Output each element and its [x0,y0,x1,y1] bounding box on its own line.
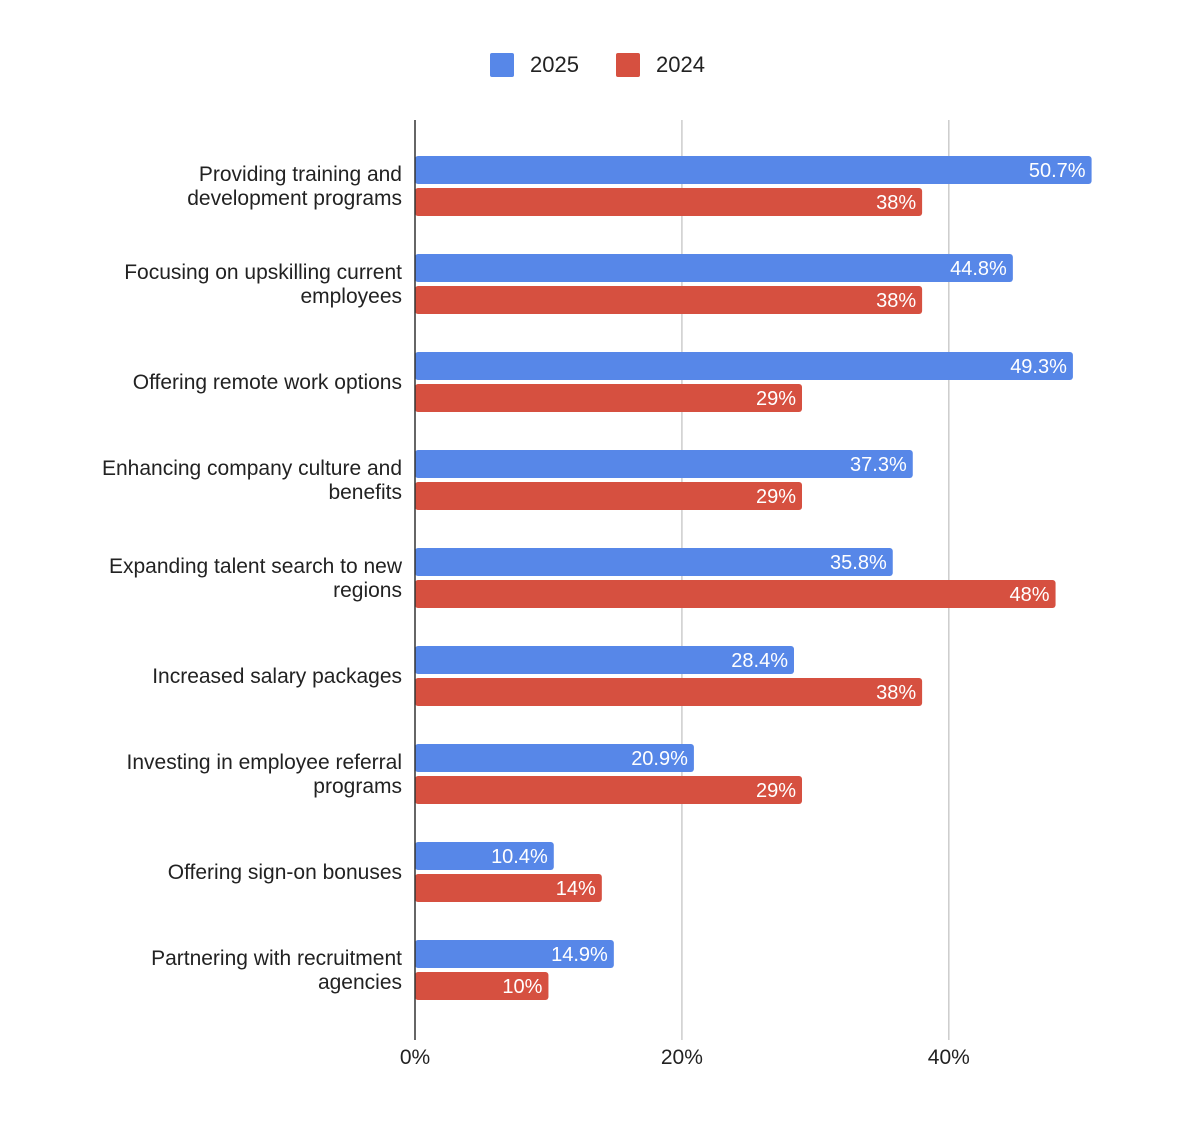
legend-swatch-2025 [490,53,514,77]
data-label-2025: 14.9% [551,944,608,966]
bar-2024 [415,972,549,1000]
data-label-2025: 50.7% [1029,160,1086,182]
bar-2025 [415,842,554,870]
data-label-2025: 37.3% [850,454,907,476]
data-label-2025: 20.9% [631,748,688,770]
data-label-2024: 29% [756,388,796,410]
data-label-2024: 14% [556,878,596,900]
bar-2024 [415,874,602,902]
bar-2025 [415,940,614,968]
legend-item-2024: 2024 [616,50,705,80]
data-label-2024: 10% [502,976,542,998]
x-tick-label: 0% [400,1046,430,1069]
data-label-2024: 38% [876,290,916,312]
bar-2024 [415,286,923,314]
legend: 2025 2024 [0,50,1180,80]
data-label-2025: 49.3% [1010,356,1067,378]
data-label-2024: 38% [876,192,916,214]
category-label: Partnering with recruitment [151,947,402,970]
bar-2025 [415,646,794,674]
bar-2025 [415,744,694,772]
legend-item-2025: 2025 [490,50,579,80]
x-tick-label: 20% [661,1046,703,1069]
data-label-2024: 48% [1010,584,1050,606]
bar-2024 [415,776,803,804]
legend-swatch-2024 [616,53,640,77]
data-label-2025: 44.8% [950,258,1007,280]
bar-2024 [415,384,803,412]
category-label: Providing training and [199,163,402,186]
category-label: Enhancing company culture and [102,457,402,480]
data-label-2024: 38% [876,682,916,704]
category-label: agencies [318,971,402,994]
category-label: regions [333,579,402,602]
category-label: Expanding talent search to new [109,555,403,578]
legend-label-2024: 2024 [656,52,705,77]
category-label: programs [313,775,402,798]
bar-2024 [415,678,923,706]
bar-2025 [415,156,1092,184]
data-label-2024: 29% [756,780,796,802]
x-tick-label: 40% [928,1046,970,1069]
bar-2024 [415,188,923,216]
category-label: Increased salary packages [152,665,402,688]
category-label: Investing in employee referral [127,751,402,774]
category-label: development programs [187,187,402,210]
legend-label-2025: 2025 [530,52,579,77]
data-label-2025: 35.8% [830,552,887,574]
category-label: Offering sign-on bonuses [168,861,402,884]
data-label-2025: 28.4% [731,650,788,672]
category-label: Focusing on upskilling current [124,261,402,284]
category-label: benefits [328,481,402,504]
bar-2025 [415,450,913,478]
bar-2024 [415,482,803,510]
category-label: Offering remote work options [133,371,402,394]
category-label: employees [300,285,402,308]
data-label-2024: 29% [756,486,796,508]
bar-2025 [415,352,1073,380]
bar-2024 [415,580,1056,608]
data-label-2025: 10.4% [491,846,548,868]
bar-2025 [415,548,893,576]
bar-2025 [415,254,1013,282]
